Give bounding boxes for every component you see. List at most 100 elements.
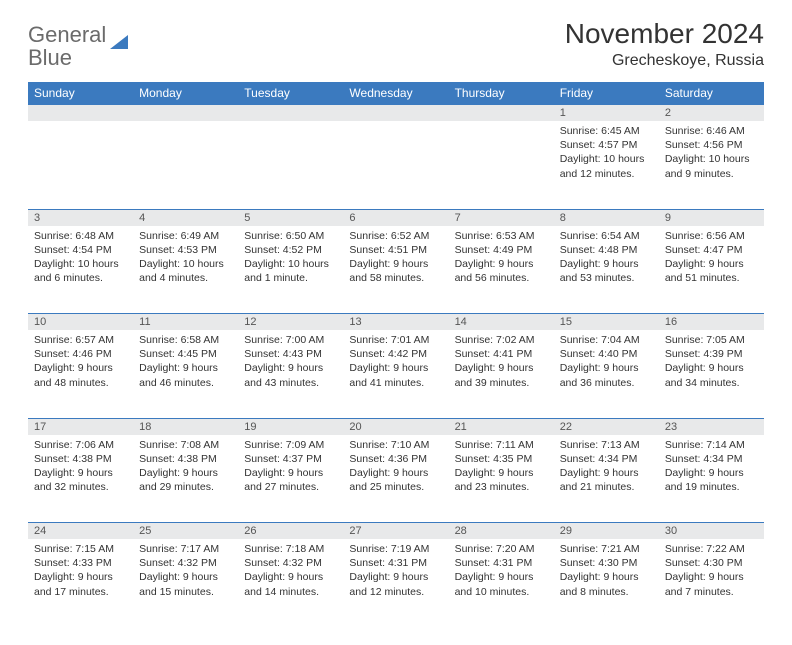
- sunrise-text: Sunrise: 7:18 AM: [244, 542, 337, 556]
- daylight-text: Daylight: 9 hours and 36 minutes.: [560, 361, 653, 389]
- daylight-text: Daylight: 9 hours and 34 minutes.: [665, 361, 758, 389]
- sunset-text: Sunset: 4:30 PM: [560, 556, 653, 570]
- sunrise-text: Sunrise: 6:53 AM: [455, 229, 548, 243]
- sunset-text: Sunset: 4:36 PM: [349, 452, 442, 466]
- sunset-text: Sunset: 4:48 PM: [560, 243, 653, 257]
- day-number: 17: [28, 418, 133, 435]
- sunset-text: Sunset: 4:32 PM: [244, 556, 337, 570]
- sunset-text: Sunset: 4:42 PM: [349, 347, 442, 361]
- day-cell: Sunrise: 6:57 AMSunset: 4:46 PMDaylight:…: [28, 330, 133, 418]
- day-number: 3: [28, 209, 133, 226]
- sunset-text: Sunset: 4:56 PM: [665, 138, 758, 152]
- location-label: Grecheskoye, Russia: [565, 52, 764, 70]
- sunrise-text: Sunrise: 7:10 AM: [349, 438, 442, 452]
- day-cell: Sunrise: 7:10 AMSunset: 4:36 PMDaylight:…: [343, 435, 448, 523]
- daylight-text: Daylight: 10 hours and 4 minutes.: [139, 257, 232, 285]
- day-number: 15: [554, 314, 659, 331]
- day-cell: Sunrise: 7:04 AMSunset: 4:40 PMDaylight:…: [554, 330, 659, 418]
- sunset-text: Sunset: 4:37 PM: [244, 452, 337, 466]
- sunset-text: Sunset: 4:41 PM: [455, 347, 548, 361]
- day-cell: Sunrise: 6:54 AMSunset: 4:48 PMDaylight:…: [554, 226, 659, 314]
- day-number: [343, 105, 448, 122]
- sunset-text: Sunset: 4:47 PM: [665, 243, 758, 257]
- day-cell: Sunrise: 7:15 AMSunset: 4:33 PMDaylight:…: [28, 539, 133, 627]
- sunrise-text: Sunrise: 7:01 AM: [349, 333, 442, 347]
- sunrise-text: Sunrise: 7:15 AM: [34, 542, 127, 556]
- daylight-text: Daylight: 9 hours and 25 minutes.: [349, 466, 442, 494]
- day-number: 11: [133, 314, 238, 331]
- daylight-text: Daylight: 9 hours and 27 minutes.: [244, 466, 337, 494]
- day-number: 12: [238, 314, 343, 331]
- sunrise-text: Sunrise: 6:50 AM: [244, 229, 337, 243]
- sunrise-text: Sunrise: 6:57 AM: [34, 333, 127, 347]
- weekday-header-row: Sunday Monday Tuesday Wednesday Thursday…: [28, 82, 764, 105]
- title-block: November 2024 Grecheskoye, Russia: [565, 18, 764, 70]
- sunset-text: Sunset: 4:31 PM: [455, 556, 548, 570]
- daylight-text: Daylight: 9 hours and 46 minutes.: [139, 361, 232, 389]
- day-number: 4: [133, 209, 238, 226]
- daylight-text: Daylight: 9 hours and 8 minutes.: [560, 570, 653, 598]
- day-number: 10: [28, 314, 133, 331]
- daylight-text: Daylight: 9 hours and 51 minutes.: [665, 257, 758, 285]
- daylight-text: Daylight: 9 hours and 19 minutes.: [665, 466, 758, 494]
- day-number: [28, 105, 133, 122]
- sunset-text: Sunset: 4:35 PM: [455, 452, 548, 466]
- day-number: 5: [238, 209, 343, 226]
- daylight-text: Daylight: 9 hours and 15 minutes.: [139, 570, 232, 598]
- daynum-row: 10111213141516: [28, 314, 764, 331]
- sunset-text: Sunset: 4:32 PM: [139, 556, 232, 570]
- day-cell: Sunrise: 6:48 AMSunset: 4:54 PMDaylight:…: [28, 226, 133, 314]
- weekday-header: Saturday: [659, 82, 764, 105]
- sunset-text: Sunset: 4:30 PM: [665, 556, 758, 570]
- day-cell: [28, 121, 133, 209]
- sunset-text: Sunset: 4:31 PM: [349, 556, 442, 570]
- month-title: November 2024: [565, 18, 764, 50]
- day-number: 7: [449, 209, 554, 226]
- sunrise-text: Sunrise: 7:21 AM: [560, 542, 653, 556]
- day-number: 9: [659, 209, 764, 226]
- day-cell: Sunrise: 7:00 AMSunset: 4:43 PMDaylight:…: [238, 330, 343, 418]
- day-cell: Sunrise: 7:17 AMSunset: 4:32 PMDaylight:…: [133, 539, 238, 627]
- sunrise-text: Sunrise: 7:00 AM: [244, 333, 337, 347]
- weekday-header: Wednesday: [343, 82, 448, 105]
- sunrise-text: Sunrise: 6:45 AM: [560, 124, 653, 138]
- day-number: 14: [449, 314, 554, 331]
- day-number: 20: [343, 418, 448, 435]
- daylight-text: Daylight: 10 hours and 1 minute.: [244, 257, 337, 285]
- day-cell: Sunrise: 7:06 AMSunset: 4:38 PMDaylight:…: [28, 435, 133, 523]
- weekday-header: Thursday: [449, 82, 554, 105]
- weekday-header: Monday: [133, 82, 238, 105]
- sunrise-text: Sunrise: 7:14 AM: [665, 438, 758, 452]
- day-number: 6: [343, 209, 448, 226]
- sunrise-text: Sunrise: 6:49 AM: [139, 229, 232, 243]
- day-cell: Sunrise: 7:08 AMSunset: 4:38 PMDaylight:…: [133, 435, 238, 523]
- sunrise-text: Sunrise: 7:22 AM: [665, 542, 758, 556]
- daylight-text: Daylight: 9 hours and 39 minutes.: [455, 361, 548, 389]
- day-number: 2: [659, 105, 764, 122]
- brand-logo: General Blue: [28, 24, 128, 70]
- daylight-text: Daylight: 9 hours and 58 minutes.: [349, 257, 442, 285]
- week-row: Sunrise: 6:57 AMSunset: 4:46 PMDaylight:…: [28, 330, 764, 418]
- sunset-text: Sunset: 4:45 PM: [139, 347, 232, 361]
- daylight-text: Daylight: 9 hours and 56 minutes.: [455, 257, 548, 285]
- day-cell: Sunrise: 6:45 AMSunset: 4:57 PMDaylight:…: [554, 121, 659, 209]
- day-cell: Sunrise: 7:20 AMSunset: 4:31 PMDaylight:…: [449, 539, 554, 627]
- day-number: 26: [238, 523, 343, 540]
- week-row: Sunrise: 6:48 AMSunset: 4:54 PMDaylight:…: [28, 226, 764, 314]
- day-cell: Sunrise: 7:11 AMSunset: 4:35 PMDaylight:…: [449, 435, 554, 523]
- day-cell: [133, 121, 238, 209]
- sunset-text: Sunset: 4:57 PM: [560, 138, 653, 152]
- day-cell: Sunrise: 7:18 AMSunset: 4:32 PMDaylight:…: [238, 539, 343, 627]
- sunrise-text: Sunrise: 6:54 AM: [560, 229, 653, 243]
- sunrise-text: Sunrise: 6:48 AM: [34, 229, 127, 243]
- daylight-text: Daylight: 9 hours and 10 minutes.: [455, 570, 548, 598]
- day-cell: Sunrise: 7:14 AMSunset: 4:34 PMDaylight:…: [659, 435, 764, 523]
- day-number: 23: [659, 418, 764, 435]
- daylight-text: Daylight: 9 hours and 29 minutes.: [139, 466, 232, 494]
- sunrise-text: Sunrise: 7:05 AM: [665, 333, 758, 347]
- sunrise-text: Sunrise: 7:19 AM: [349, 542, 442, 556]
- day-number: [449, 105, 554, 122]
- sunrise-text: Sunrise: 7:08 AM: [139, 438, 232, 452]
- day-cell: [238, 121, 343, 209]
- weekday-header: Sunday: [28, 82, 133, 105]
